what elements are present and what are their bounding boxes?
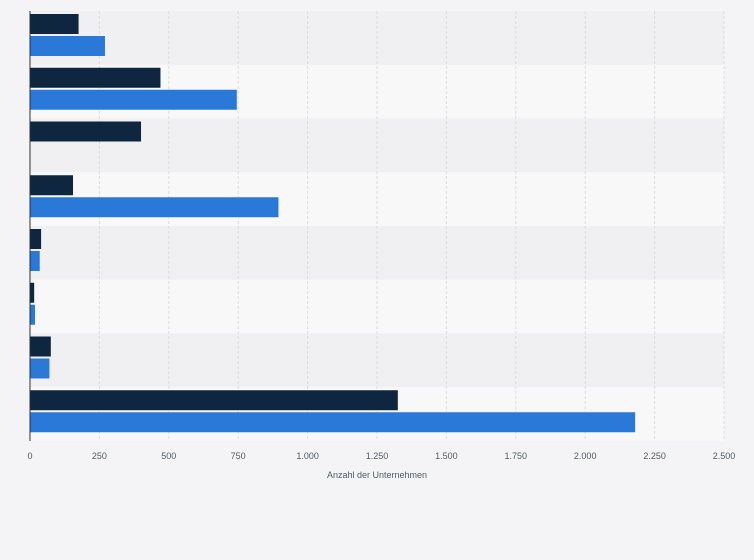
bar-series1-row8[interactable]: [30, 390, 398, 411]
bar-series1-row3[interactable]: [30, 121, 142, 142]
bars: [30, 14, 636, 433]
x-tick-label-1: 250: [92, 451, 107, 461]
bar-series1-row1[interactable]: [30, 14, 79, 34]
bar-series1-row7[interactable]: [30, 336, 51, 357]
x-tick-label-6: 1.500: [435, 451, 458, 461]
x-axis-title: Anzahl der Unternehmen: [327, 470, 427, 480]
x-tick-label-0: 0: [27, 451, 32, 461]
x-tick-label-5: 1.250: [366, 451, 389, 461]
bar-series2-row4[interactable]: [30, 197, 279, 218]
bar-series1-row2[interactable]: [30, 67, 161, 88]
x-tick-label-8: 2.000: [574, 451, 597, 461]
bar-series2-row2[interactable]: [30, 89, 237, 110]
x-tick-label-10: 2.500: [713, 451, 736, 461]
x-tick-label-4: 1.000: [296, 451, 319, 461]
x-tick-label-9: 2.250: [643, 451, 666, 461]
bar-series2-row6[interactable]: [30, 304, 35, 325]
bar-series2-row8[interactable]: [30, 412, 636, 433]
x-tick-labels: 0 250 500 750 1.000 1.250 1.500 1.750 2.000 2.250…: [27, 451, 735, 461]
x-tick-label-3: 750: [231, 451, 246, 461]
x-tick-label-7: 1.750: [505, 451, 528, 461]
bar-series2-row5[interactable]: [30, 251, 40, 271]
x-tick-label-2: 500: [161, 451, 176, 461]
bar-series1-row4[interactable]: [30, 175, 74, 196]
bar-series1-row6[interactable]: [30, 282, 35, 303]
bar-series2-row7[interactable]: [30, 358, 50, 379]
bar-series2-row1[interactable]: [30, 36, 105, 56]
bar-series1-row5[interactable]: [30, 229, 42, 249]
